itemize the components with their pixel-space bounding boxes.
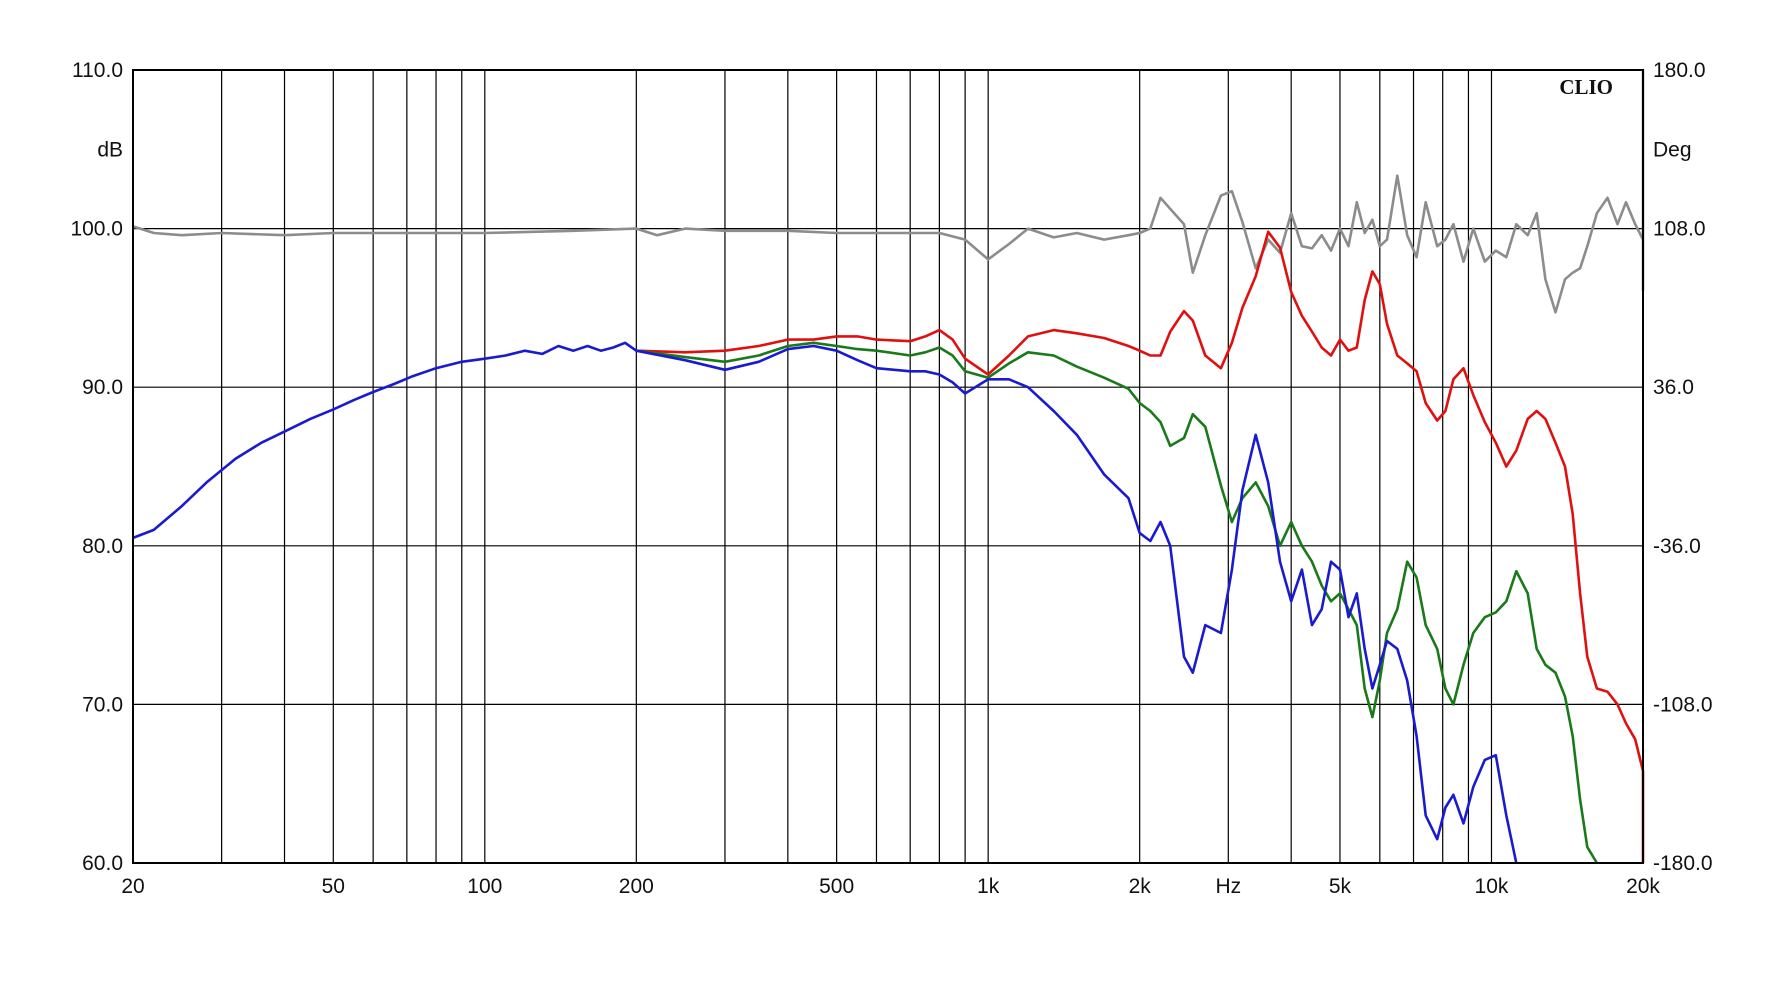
right-tick-label: 108.0 <box>1653 218 1706 241</box>
x-axis-unit-label: Hz <box>1215 875 1241 898</box>
x-tick-label: 500 <box>819 875 854 898</box>
left-axis-unit-label: dB <box>97 138 123 161</box>
left-tick-label: 80.0 <box>82 535 123 558</box>
x-tick-label: 50 <box>322 875 345 898</box>
right-tick-label: 36.0 <box>1653 376 1694 399</box>
left-tick-label: 100.0 <box>70 218 123 241</box>
left-axis-ticks: 110.0 100.0 90.0 80.0 70.0 60.0 <box>70 59 123 875</box>
clio-brand-label: CLIO <box>1559 75 1613 99</box>
plot-frame <box>132 69 1644 864</box>
right-tick-label: -180.0 <box>1653 852 1713 875</box>
x-tick-label: 1k <box>977 875 1000 898</box>
x-tick-label: 10k <box>1475 875 1509 898</box>
x-tick-label: 2k <box>1129 875 1152 898</box>
x-tick-label: 100 <box>467 875 502 898</box>
right-tick-label: 180.0 <box>1653 59 1706 82</box>
left-tick-label: 110.0 <box>72 59 123 82</box>
series-line <box>636 341 1599 864</box>
right-axis-ticks: 180.0 108.0 36.0 -36.0 -108.0 -180.0 <box>1653 59 1713 875</box>
x-tick-label: 20k <box>1626 875 1660 898</box>
series-line <box>636 230 1645 863</box>
left-tick-label: 60.0 <box>82 852 123 875</box>
series-line <box>132 341 1518 864</box>
x-tick-label: 200 <box>619 875 654 898</box>
x-tick-label: 5k <box>1329 875 1352 898</box>
right-tick-label: -108.0 <box>1653 693 1713 716</box>
x-tick-label: 20 <box>121 875 144 898</box>
right-axis-unit-label: Deg <box>1653 138 1692 161</box>
left-tick-label: 90.0 <box>82 376 123 399</box>
x-axis-ticks: 20 50 100 200 500 1k 2k 5k 10k 20k <box>121 875 1660 898</box>
left-tick-label: 70.0 <box>82 693 123 716</box>
right-tick-label: -36.0 <box>1653 535 1701 558</box>
